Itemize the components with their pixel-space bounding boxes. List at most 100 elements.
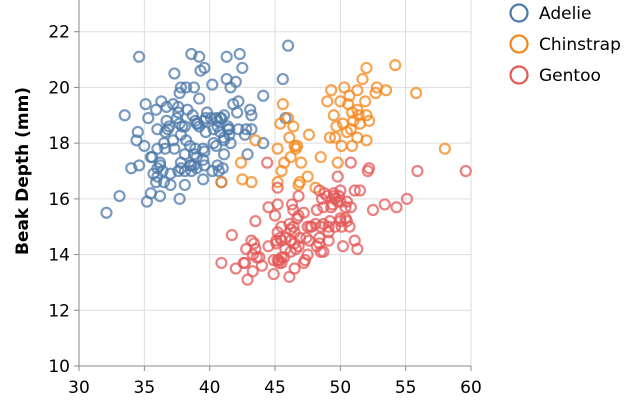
data-point-chinstrap	[249, 134, 262, 147]
data-point-gentoo	[301, 248, 314, 261]
data-point-gentoo	[411, 164, 424, 178]
data-point-adelie	[173, 192, 186, 205]
data-point-gentoo	[292, 189, 305, 203]
data-point-adelie	[197, 173, 210, 186]
legend: Adelie Chinstrap Gentoo	[509, 3, 621, 86]
data-point-adelie	[149, 176, 163, 189]
data-point-gentoo	[351, 242, 364, 256]
data-point-adelie	[223, 128, 236, 141]
legend-item-gentoo: Gentoo	[509, 65, 601, 86]
data-point-gentoo	[334, 212, 347, 225]
data-point-chinstrap	[329, 131, 342, 144]
data-point-gentoo	[297, 206, 310, 219]
data-point-chinstrap	[234, 156, 248, 169]
data-point-gentoo	[339, 201, 352, 214]
data-point-adelie	[244, 103, 257, 116]
data-point-adelie	[231, 106, 244, 119]
data-point-gentoo	[317, 245, 330, 258]
y-tick-label: 16	[48, 190, 70, 210]
grid	[78, 0, 472, 367]
data-point-adelie	[185, 47, 198, 61]
data-point-gentoo	[300, 231, 313, 244]
data-point-adelie	[133, 50, 146, 63]
data-point-chinstrap	[325, 84, 338, 97]
data-point-adelie	[193, 92, 206, 105]
data-point-chinstrap	[410, 86, 423, 100]
series-adelie	[100, 39, 295, 219]
data-point-gentoo	[262, 240, 275, 253]
legend-item-adelie: Adelie	[509, 3, 592, 24]
data-point-gentoo	[322, 234, 335, 247]
data-point-adelie	[178, 178, 191, 192]
data-point-chinstrap	[321, 95, 334, 108]
data-point-gentoo	[332, 189, 346, 203]
data-point-chinstrap	[293, 176, 306, 189]
data-point-gentoo	[322, 220, 335, 233]
data-point-adelie	[166, 134, 180, 147]
data-point-chinstrap	[338, 81, 351, 94]
legend-item-chinstrap: Chinstrap	[509, 34, 621, 55]
data-point-gentoo	[362, 162, 376, 175]
series-chinstrap	[215, 59, 451, 194]
data-point-adelie	[236, 61, 249, 75]
data-point-gentoo	[314, 220, 327, 233]
data-point-chinstrap	[215, 176, 228, 189]
data-point-adelie	[133, 159, 146, 172]
legend-symbol-adelie	[509, 3, 529, 23]
data-point-gentoo	[215, 256, 228, 270]
data-point-chinstrap	[343, 89, 356, 102]
data-point-chinstrap	[389, 59, 402, 72]
data-point-adelie	[164, 178, 177, 192]
series-gentoo	[215, 156, 472, 286]
data-point-adelie	[245, 109, 258, 122]
data-point-gentoo	[348, 184, 361, 197]
data-point-chinstrap	[362, 114, 376, 127]
data-point-gentoo	[343, 220, 356, 233]
x-tick-label: 35	[134, 378, 156, 398]
data-point-adelie	[245, 123, 258, 136]
data-point-adelie	[217, 148, 231, 161]
data-point-chinstrap	[351, 84, 364, 97]
data-point-gentoo	[229, 262, 242, 275]
data-point-adelie	[130, 134, 143, 147]
data-point-adelie	[197, 153, 210, 166]
data-point-chinstrap	[359, 95, 372, 108]
data-point-adelie	[187, 148, 201, 161]
data-point-gentoo	[331, 170, 344, 183]
legend-label: Chinstrap	[539, 35, 621, 55]
data-point-adelie	[257, 89, 270, 102]
data-point-adelie	[207, 137, 220, 150]
data-point-gentoo	[310, 203, 323, 217]
data-point-adelie	[156, 164, 169, 178]
data-point-gentoo	[334, 184, 347, 197]
data-point-gentoo	[285, 198, 299, 211]
data-point-adelie	[164, 167, 177, 180]
data-point-chinstrap	[283, 131, 296, 144]
data-point-adelie	[125, 162, 138, 175]
data-point-gentoo	[238, 256, 252, 270]
data-point-gentoo	[255, 259, 269, 272]
data-point-gentoo	[225, 228, 238, 242]
data-point-chinstrap	[271, 176, 284, 189]
data-point-adelie	[187, 81, 201, 94]
data-point-chinstrap	[335, 139, 348, 153]
data-point-chinstrap	[352, 109, 365, 122]
y-tick-label: 20	[48, 78, 70, 98]
data-point-adelie	[257, 137, 270, 150]
data-point-adelie	[199, 125, 212, 139]
data-point-gentoo	[459, 164, 472, 178]
data-point-gentoo	[289, 242, 303, 256]
data-point-adelie	[210, 139, 223, 153]
data-point-adelie	[190, 150, 203, 164]
data-point-adelie	[174, 81, 188, 94]
data-point-adelie	[138, 139, 151, 153]
data-point-gentoo	[268, 209, 282, 222]
data-point-chinstrap	[281, 111, 295, 125]
data-point-gentoo	[353, 184, 367, 197]
y-axis-title: Beak Depth (mm)	[13, 87, 33, 255]
data-point-gentoo	[390, 201, 403, 214]
data-point-gentoo	[344, 201, 357, 214]
data-point-adelie	[276, 72, 289, 86]
data-point-adelie	[198, 61, 211, 75]
data-point-chinstrap	[284, 150, 297, 164]
